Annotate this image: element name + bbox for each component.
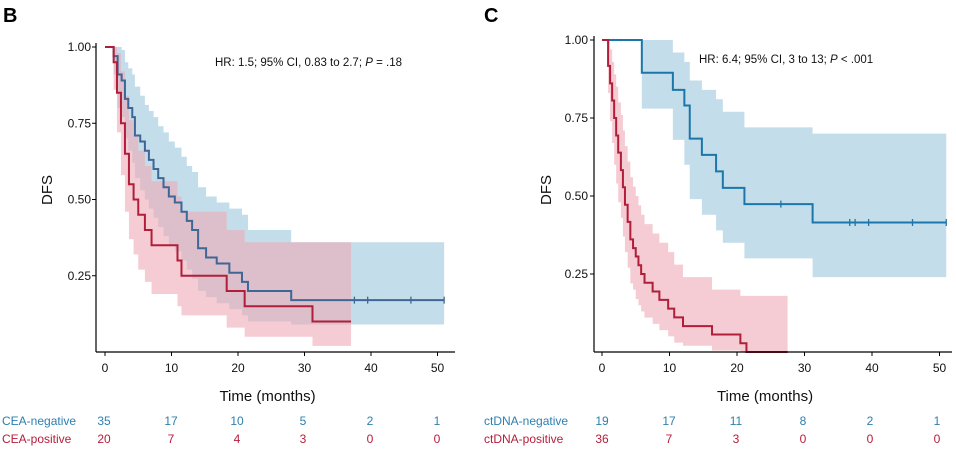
y-axis-label: DFS <box>39 175 56 205</box>
risk-count: 20 <box>97 432 111 446</box>
x-tick-label: 20 <box>231 361 245 375</box>
x-tick-label: 0 <box>599 361 606 375</box>
survival-line-cea-positive <box>105 46 352 323</box>
x-tick-label: 50 <box>431 361 445 375</box>
p-value: < .001 <box>838 54 874 66</box>
risk-count: 7 <box>168 432 175 446</box>
panel-letter: B <box>3 5 17 27</box>
ci-band-cea-positive <box>105 47 352 346</box>
risk-count: 36 <box>595 432 609 446</box>
risk-label-cea-positive: CEA-positive <box>2 432 72 446</box>
panel-letter: C <box>484 5 498 27</box>
risk-count: 17 <box>164 414 178 428</box>
risk-count: 2 <box>867 414 874 428</box>
x-tick-label: 30 <box>298 361 312 375</box>
x-tick-label: 30 <box>798 361 812 375</box>
risk-label-ctdna-negative: ctDNA-negative <box>484 414 568 428</box>
ci-band-ctdna-negative <box>602 40 947 278</box>
risk-count: 1 <box>434 414 441 428</box>
p-symbol: P <box>830 54 838 66</box>
x-tick-label: 10 <box>663 361 677 375</box>
survival-line-cea-negative <box>105 46 445 302</box>
x-tick-label: 0 <box>102 361 109 375</box>
risk-count: 0 <box>434 432 441 446</box>
y-tick-label: 0.75 <box>565 111 589 125</box>
y-tick-label: 0.25 <box>565 267 589 281</box>
risk-count: 8 <box>800 414 807 428</box>
risk-count: 0 <box>800 432 807 446</box>
y-tick-label: 0.75 <box>68 116 92 130</box>
y-tick-label: 0.25 <box>68 269 92 283</box>
risk-count: 3 <box>300 432 307 446</box>
risk-count: 1 <box>934 414 941 428</box>
x-axis-label: Time (months) <box>717 388 813 405</box>
x-tick-label: 40 <box>865 361 879 375</box>
risk-count: 11 <box>730 414 743 428</box>
risk-count: 17 <box>662 414 676 428</box>
survival-line-ctdna-positive <box>602 39 788 353</box>
hr-text: HR: 6.4; 95% CI, 3 to 13; <box>699 54 830 66</box>
x-tick-label: 50 <box>933 361 947 375</box>
x-axis-label: Time (months) <box>219 388 315 405</box>
y-tick-label: 1.00 <box>68 40 92 54</box>
risk-count: 3 <box>733 432 740 446</box>
x-tick-label: 20 <box>730 361 744 375</box>
y-tick-label: 0.50 <box>565 189 589 203</box>
hr-text: HR: 1.5; 95% CI, 0.83 to 2.7; <box>215 57 365 69</box>
survival-line-ctdna-negative <box>602 39 947 224</box>
hazard-ratio-annotation: HR: 1.5; 95% CI, 0.83 to 2.7; P = .18 <box>215 57 402 69</box>
risk-label-cea-negative: CEA-negative <box>2 414 76 428</box>
risk-count: 2 <box>367 414 374 428</box>
risk-count: 19 <box>595 414 609 428</box>
risk-count: 10 <box>230 414 244 428</box>
risk-count: 4 <box>234 432 241 446</box>
risk-count: 7 <box>666 432 673 446</box>
ci-band-ctdna-positive <box>602 40 788 352</box>
risk-count: 0 <box>934 432 941 446</box>
risk-label-ctdna-positive: ctDNA-positive <box>484 432 564 446</box>
risk-count: 35 <box>97 414 111 428</box>
y-tick-label: 1.00 <box>565 33 589 47</box>
x-tick-label: 40 <box>364 361 378 375</box>
risk-count: 0 <box>367 432 374 446</box>
p-value: = .18 <box>373 57 402 69</box>
risk-count: 0 <box>867 432 874 446</box>
y-tick-label: 0.50 <box>68 193 92 207</box>
p-symbol: P <box>365 57 373 69</box>
x-tick-label: 10 <box>165 361 179 375</box>
y-axis-label: DFS <box>538 175 555 205</box>
hazard-ratio-annotation: HR: 6.4; 95% CI, 3 to 13; P < .001 <box>699 54 873 66</box>
risk-count: 5 <box>300 414 307 428</box>
